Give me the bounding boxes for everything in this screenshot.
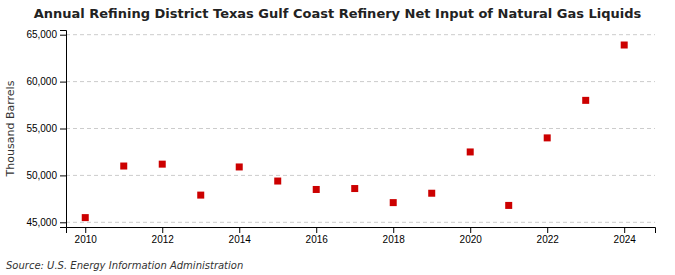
y-tick: 45,000 xyxy=(26,217,66,228)
y-tick: 50,000 xyxy=(26,170,66,181)
tick-label: 45,000 xyxy=(26,217,57,228)
tick-label: 65,000 xyxy=(26,29,57,40)
point xyxy=(120,163,127,170)
tick-mark xyxy=(85,227,86,233)
chart: 2010 2012 2014 2016 2018 2020 2022 2024 45,000 50… xyxy=(0,0,675,275)
point xyxy=(582,97,589,104)
point xyxy=(236,163,243,170)
tick-label: 2014 xyxy=(229,234,252,245)
tick-mark xyxy=(316,227,317,233)
grid xyxy=(66,35,655,223)
tick-label: 2016 xyxy=(306,234,329,245)
grid-line xyxy=(66,175,655,176)
tick-label: 2020 xyxy=(460,234,483,245)
point xyxy=(351,185,358,192)
x-tick: 2016 xyxy=(306,227,329,245)
point xyxy=(428,190,435,197)
grid-line xyxy=(66,34,655,35)
point xyxy=(544,134,551,141)
point xyxy=(313,186,320,193)
tick-label: 60,000 xyxy=(26,76,57,87)
tick-mark xyxy=(60,129,66,130)
x-tick: 2018 xyxy=(383,227,406,245)
point xyxy=(197,192,204,199)
axis-line xyxy=(67,228,656,234)
x-tick: 2014 xyxy=(229,227,252,245)
tick-label: 2010 xyxy=(75,234,98,245)
tick-label: 50,000 xyxy=(26,170,57,181)
points xyxy=(82,42,628,222)
x-tick: 2022 xyxy=(537,227,560,245)
x-tick: 2024 xyxy=(614,227,637,245)
point xyxy=(159,161,166,168)
axis-line xyxy=(60,31,67,228)
annotation: Source: U.S. Energy Information Administ… xyxy=(6,260,243,271)
point xyxy=(390,199,397,206)
tick-label: 2012 xyxy=(152,234,175,245)
y-tick: 55,000 xyxy=(26,123,66,134)
point xyxy=(621,42,628,49)
x-axis: 2010 2012 2014 2016 2018 2020 2022 2024 xyxy=(67,227,656,245)
y-tick: 65,000 xyxy=(26,29,66,40)
tick-mark xyxy=(624,227,625,233)
grid-line xyxy=(66,222,655,223)
tick-mark xyxy=(60,175,66,176)
title: Annual Refining District Texas Gulf Coas… xyxy=(34,6,642,21)
tick-mark xyxy=(547,227,548,233)
x-tick: 2012 xyxy=(152,227,175,245)
tick-mark xyxy=(393,227,394,233)
point xyxy=(82,214,89,221)
x-tick: 2020 xyxy=(460,227,483,245)
tick-mark xyxy=(239,227,240,233)
tick-mark xyxy=(470,227,471,233)
point xyxy=(274,178,281,185)
y-axis: 45,000 50,000 55,000 60,000 65,000 xyxy=(26,29,66,228)
point xyxy=(505,202,512,209)
tick-label: 2024 xyxy=(614,234,637,245)
y-tick: 60,000 xyxy=(26,76,66,87)
grid-line xyxy=(66,81,655,82)
tick-mark xyxy=(60,82,66,83)
point xyxy=(467,148,474,155)
y-axis-label: Thousand Barrels xyxy=(4,80,17,177)
tick-label: 2018 xyxy=(383,234,406,245)
tick-label: 2022 xyxy=(537,234,560,245)
tick-mark xyxy=(162,227,163,233)
tick-mark xyxy=(60,222,66,223)
grid-line xyxy=(66,128,655,129)
plot: 2010 2012 2014 2016 2018 2020 2022 2024 45,000 50… xyxy=(26,29,655,245)
tick-mark xyxy=(60,35,66,36)
x-tick: 2010 xyxy=(75,227,98,245)
tick-label: 55,000 xyxy=(26,123,57,134)
